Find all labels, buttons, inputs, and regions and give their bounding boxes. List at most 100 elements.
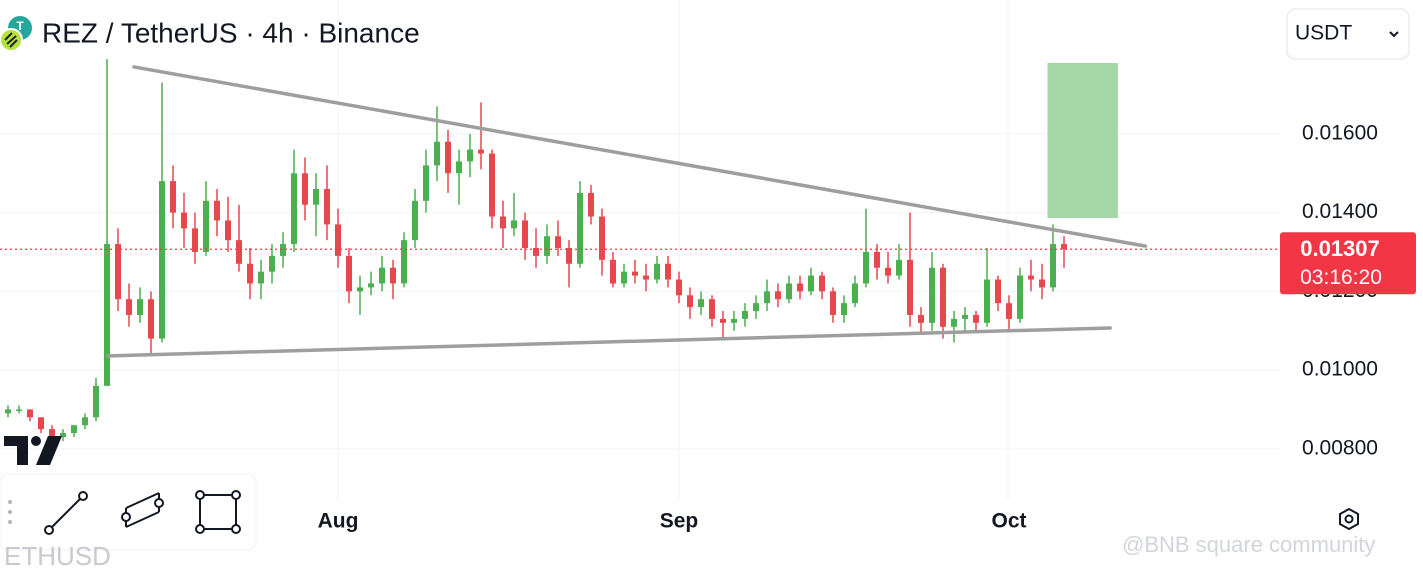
candle-body (115, 244, 121, 300)
candle-body (588, 192, 594, 217)
candle-body (456, 161, 462, 174)
trendline (106, 326, 1112, 358)
candle-body (610, 259, 616, 284)
candle-body (544, 236, 550, 256)
candle-body (995, 279, 1001, 304)
candle-body (335, 224, 341, 256)
candle-body (258, 271, 264, 284)
trend-line-tool[interactable] (44, 491, 88, 535)
candle-body (918, 314, 924, 323)
settings-icon[interactable] (1339, 507, 1359, 531)
candle-body (280, 244, 286, 256)
candle-body (346, 255, 352, 292)
candle-body (742, 311, 748, 319)
candle-body (643, 275, 649, 280)
rectangle-tool[interactable] (195, 490, 241, 534)
candle-body (863, 251, 869, 284)
candle-body (511, 220, 517, 229)
candle-body (214, 200, 220, 221)
candle-body (401, 240, 407, 284)
price-tag-value: 0.01307 (1300, 236, 1380, 261)
candle-body (60, 433, 66, 438)
price-tag-countdown: 03:16:20 (1300, 266, 1382, 289)
candle-body (753, 303, 759, 312)
candle-body (885, 267, 891, 276)
candle-body (324, 188, 330, 225)
candle-body (434, 141, 440, 166)
candle-body (907, 259, 913, 315)
candle-body (203, 200, 209, 252)
price-tag (1280, 232, 1416, 295)
candle-body (225, 220, 231, 241)
candle-body (390, 267, 396, 284)
candle-body (632, 271, 638, 276)
candle-body (368, 283, 374, 288)
candle-body (709, 299, 715, 319)
candle-body (841, 303, 847, 315)
y-tick-label: 0.01400 (1302, 200, 1378, 223)
symbol-icon: T (0, 16, 32, 52)
candle-body (764, 291, 770, 304)
candle-body (1061, 244, 1067, 250)
candle-body (137, 299, 143, 315)
candle-body (808, 275, 814, 292)
candle-body (236, 240, 242, 264)
candle-body (148, 299, 154, 339)
candle-body (49, 429, 55, 438)
candle-body (170, 181, 176, 213)
x-tick-label: Oct (991, 510, 1026, 533)
candle-body (269, 255, 275, 272)
candle-body (819, 275, 825, 292)
svg-text:T: T (16, 19, 24, 33)
grid (0, 0, 1280, 500)
watermark: @BNB square community (1122, 532, 1375, 557)
candle-body (687, 295, 693, 308)
overlay-symbol: ETHUSD (4, 541, 111, 571)
trendline (132, 65, 1148, 248)
candle-body (533, 248, 539, 256)
candle-body (1028, 275, 1034, 280)
candle-body (93, 385, 99, 418)
currency-label: USDT (1295, 22, 1352, 45)
candle-body (16, 409, 22, 411)
candle-body (445, 141, 451, 174)
candle-body (159, 181, 165, 339)
currency-select[interactable]: USDT (1286, 8, 1410, 60)
y-tick-label: 0.01600 (1302, 121, 1378, 144)
candle-body (599, 216, 605, 260)
candle-body (973, 314, 979, 323)
candle-body (379, 267, 385, 284)
candle-body (951, 318, 957, 327)
y-tick-label: 0.00800 (1302, 436, 1378, 459)
axes: 0.008000.010000.012000.014000.01600AugSe… (318, 121, 1416, 533)
candle-body (192, 228, 198, 252)
candle-body (896, 259, 902, 276)
candle-body (1050, 244, 1056, 288)
candle-body (665, 263, 671, 280)
candle-body (478, 149, 484, 154)
candle-body (775, 291, 781, 300)
candle-body (698, 299, 704, 308)
candle-body (566, 248, 572, 264)
candle-body (786, 283, 792, 300)
candle-body (720, 318, 726, 323)
candle-body (522, 220, 528, 249)
candle-body (1017, 275, 1023, 319)
x-tick-label: Sep (660, 510, 699, 533)
target-zone (1047, 62, 1118, 219)
drawing-toolbar (0, 473, 257, 551)
candle-body (357, 287, 363, 292)
candle-body (621, 271, 627, 284)
candle-body (412, 200, 418, 241)
candle-body (555, 236, 561, 249)
candle-body (852, 283, 858, 304)
candle-body (247, 263, 253, 284)
candle-body (654, 263, 660, 280)
candle-body (929, 267, 935, 323)
channel-tool[interactable] (121, 492, 164, 528)
candle-body (423, 165, 429, 201)
candle-body (467, 149, 473, 162)
plot (0, 59, 1280, 441)
x-tick-label: Aug (318, 510, 359, 533)
candle-body (5, 409, 11, 414)
